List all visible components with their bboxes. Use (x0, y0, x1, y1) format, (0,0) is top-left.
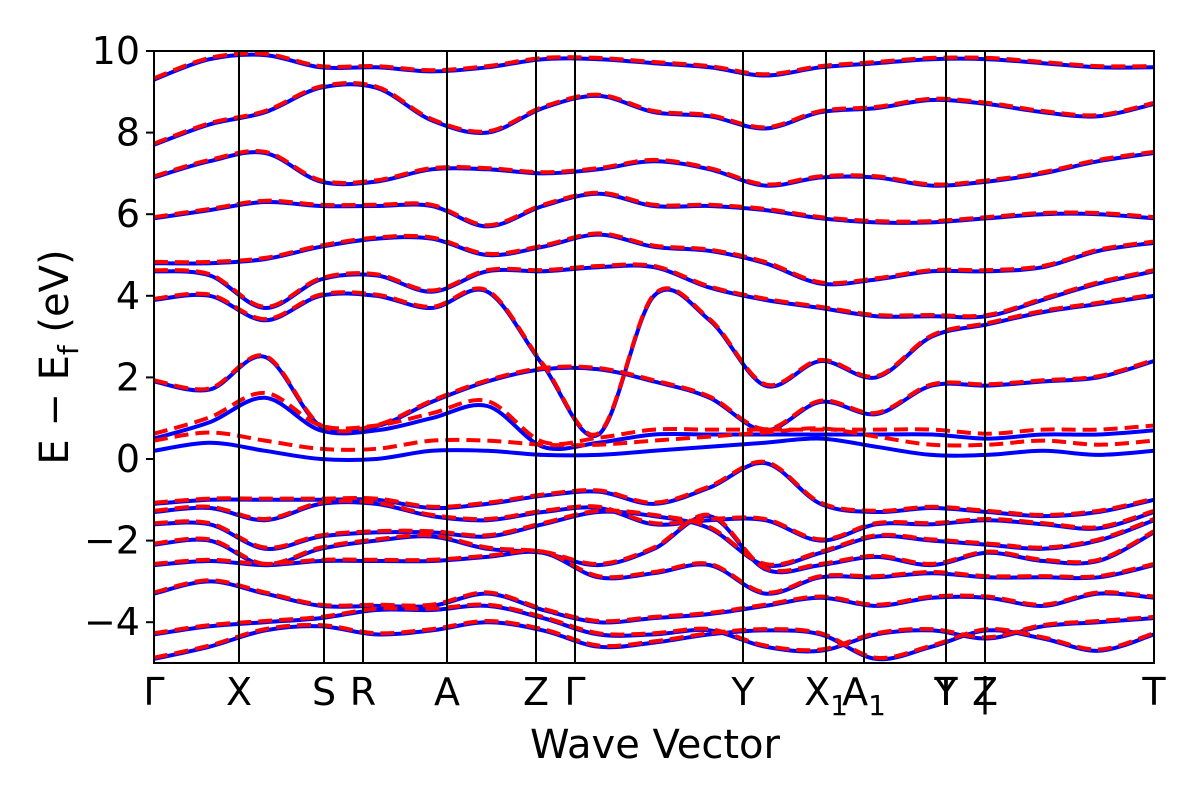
band-line (154, 262, 1154, 319)
x-tick-label: Z (972, 670, 998, 714)
band-line (154, 498, 1154, 542)
band-line (154, 602, 1154, 653)
y-tick-label: −4 (84, 600, 140, 644)
x-tick-label: X1 (804, 670, 848, 722)
band-line (154, 80, 1154, 146)
band-line (154, 52, 1154, 82)
y-axis-label-main: E − E (32, 355, 78, 465)
x-tick-label: Γ (143, 670, 164, 714)
band-line (154, 508, 1154, 567)
y-tick-label: 6 (116, 192, 140, 236)
x-tick-label: Γ (564, 670, 585, 714)
y-tick-label: 2 (116, 355, 140, 399)
x-tick-label: A1 (842, 670, 886, 722)
band-line (154, 618, 1154, 660)
y-axis-ticks: 10 8 6 4 2 0 −2 −4 (84, 29, 154, 644)
band-line (154, 426, 1154, 452)
band-line (154, 390, 1154, 447)
x-tick-label: T (1141, 670, 1166, 714)
kpoint-lines (238, 51, 986, 663)
band-line (154, 353, 1154, 434)
band-line (154, 548, 1154, 595)
y-axis-label-unit: (eV) (32, 249, 78, 345)
y-tick-label: 4 (116, 274, 140, 318)
band-line (154, 395, 1154, 452)
x-axis-label: Wave Vector (530, 722, 781, 768)
band-line (154, 512, 1154, 574)
y-tick-label: 0 (116, 437, 140, 481)
x-tick-label: A (434, 670, 460, 714)
band-line (154, 190, 1154, 228)
y-axis-label-sub: f (52, 344, 85, 355)
x-tick-label: X (226, 670, 252, 714)
y-axis-label: E − Ef (eV) (32, 249, 85, 464)
x-tick-label: Z (523, 670, 549, 714)
band-line (154, 231, 1154, 286)
band-line (154, 150, 1154, 188)
y-tick-label: 8 (116, 111, 140, 155)
x-tick-label: Y (933, 670, 958, 714)
x-tick-label: | (979, 670, 992, 715)
y-tick-label: 10 (92, 29, 140, 73)
band-line (154, 149, 1154, 187)
band-line (154, 191, 1154, 229)
band-line (154, 232, 1154, 287)
x-tick-label: T (933, 670, 958, 714)
band-line (154, 578, 1154, 624)
plot-frame (153, 50, 1155, 664)
x-tick-label: S (312, 670, 336, 714)
bands-layer (154, 51, 1154, 662)
band-line (154, 461, 1154, 519)
band-line (154, 51, 1154, 81)
band-line (154, 436, 1154, 463)
series-dashed (154, 51, 1154, 660)
x-tick-label: R (350, 670, 376, 714)
x-tick-label: Y (730, 670, 755, 714)
y-tick-label: −2 (84, 519, 140, 563)
series-solid (154, 52, 1154, 662)
